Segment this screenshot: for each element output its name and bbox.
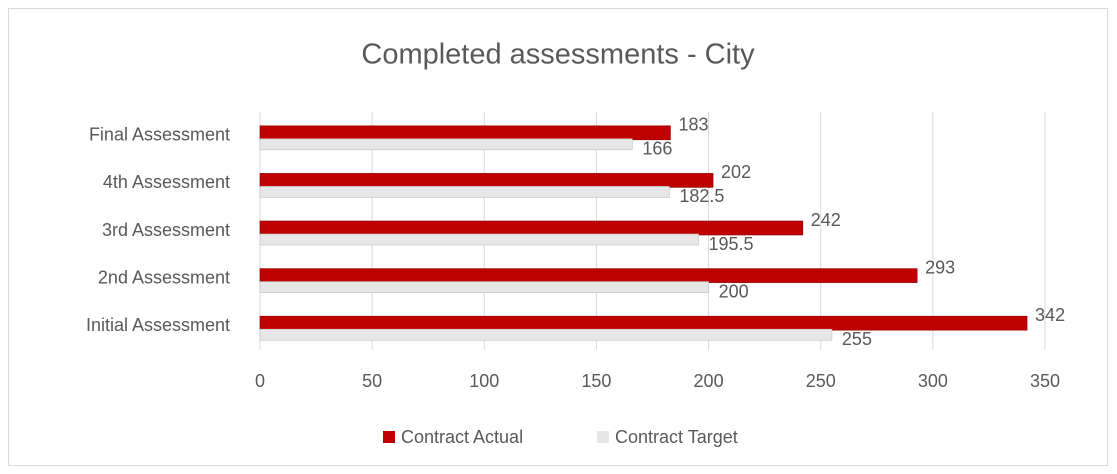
legend-swatch: [597, 431, 609, 443]
data-label: 200: [719, 281, 749, 301]
data-label: 342: [1035, 305, 1065, 325]
x-tick-label: 200: [694, 371, 724, 391]
y-tick-label: 3rd Assessment: [102, 220, 230, 240]
legend-swatch: [383, 431, 395, 443]
x-tick-label: 0: [255, 371, 265, 391]
data-label: 166: [642, 139, 672, 159]
x-tick-label: 150: [581, 371, 611, 391]
bar: [259, 268, 918, 283]
x-tick-label: 250: [806, 371, 836, 391]
legend-label: Contract Target: [615, 427, 738, 447]
chart-title: Completed assessments - City: [361, 39, 755, 71]
bar: [259, 138, 633, 151]
y-tick-label: 4th Assessment: [103, 172, 230, 192]
legend-label: Contract Actual: [401, 427, 523, 447]
data-label: 182.5: [679, 186, 724, 206]
bar: [259, 186, 670, 198]
y-tick-label: 2nd Assessment: [98, 267, 230, 287]
bar: [259, 281, 709, 293]
bar: [259, 125, 671, 141]
data-label: 242: [811, 210, 841, 230]
x-tick-label: 100: [469, 371, 499, 391]
bar: [259, 328, 833, 341]
data-label: 293: [925, 257, 955, 277]
x-tick-label: 300: [918, 371, 948, 391]
y-tick-label: Initial Assessment: [86, 315, 230, 335]
data-label: 183: [678, 115, 708, 135]
bar: [259, 315, 1028, 331]
bar: [259, 173, 714, 188]
data-label: 255: [842, 329, 872, 349]
data-label: 195.5: [708, 234, 753, 254]
data-label: 202: [721, 162, 751, 182]
x-tick-label: 50: [362, 371, 382, 391]
x-tick-label: 350: [1030, 371, 1060, 391]
bar: [259, 233, 699, 246]
y-tick-label: Final Assessment: [89, 125, 230, 145]
